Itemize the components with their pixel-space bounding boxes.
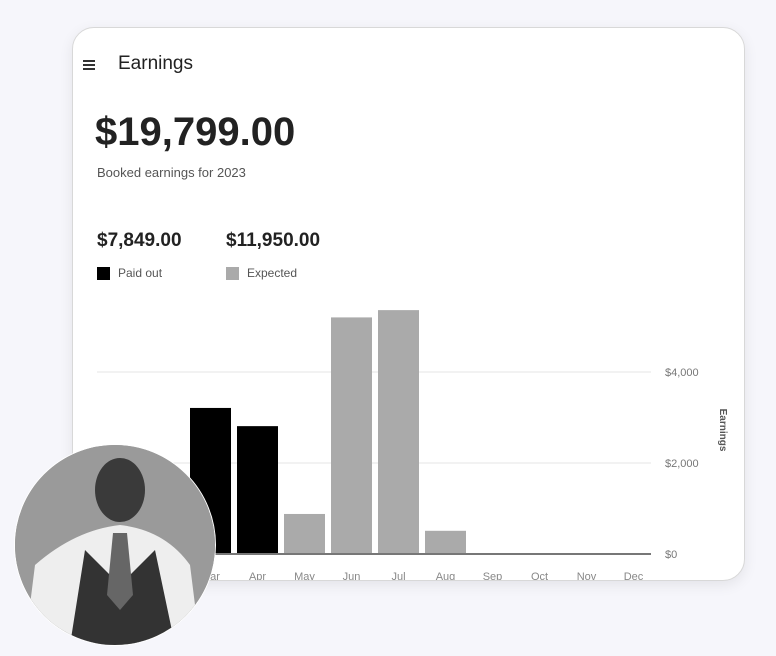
bar-jul [378,310,419,554]
x-tick-label: Nov [577,571,597,580]
legend-expected: Expected [226,266,297,280]
bar-jun [331,317,372,554]
total-earnings: $19,799.00 [95,110,296,154]
legend-paid-out: Paid out [97,266,162,280]
bar-apr [237,426,278,554]
avatar [14,444,216,646]
x-tick-label: May [294,571,315,580]
y-axis-label: Earnings [717,409,728,452]
x-tick-label: Apr [249,571,266,580]
paid-out-value: $7,849.00 [97,230,182,251]
page-title: Earnings [118,53,193,74]
person-photo [15,445,215,645]
bar-may [284,513,325,554]
legend-label: Expected [247,266,298,280]
hamburger-icon[interactable] [83,60,95,72]
x-tick-label: Sep [483,571,503,580]
expected-value: $11,950.00 [226,230,321,251]
x-tick-label: Dec [624,571,644,580]
x-tick-label: Aug [436,571,456,580]
y-tick-label: $0 [665,549,677,561]
legend-label: Paid out [118,266,163,280]
earnings-chart: $0$2,000$4,000JanFebMarAprMayJunJulAugSe… [96,310,728,580]
total-subtitle: Booked earnings for 2023 [97,165,246,180]
expected-swatch [226,266,239,280]
x-tick-label: Jul [391,571,405,580]
bar-aug [425,530,466,554]
x-tick-label: Jun [343,571,361,580]
x-tick-label: Oct [531,571,548,580]
paid-out-swatch [97,266,110,280]
y-tick-label: $2,000 [665,458,699,470]
y-tick-label: $4,000 [665,367,699,379]
